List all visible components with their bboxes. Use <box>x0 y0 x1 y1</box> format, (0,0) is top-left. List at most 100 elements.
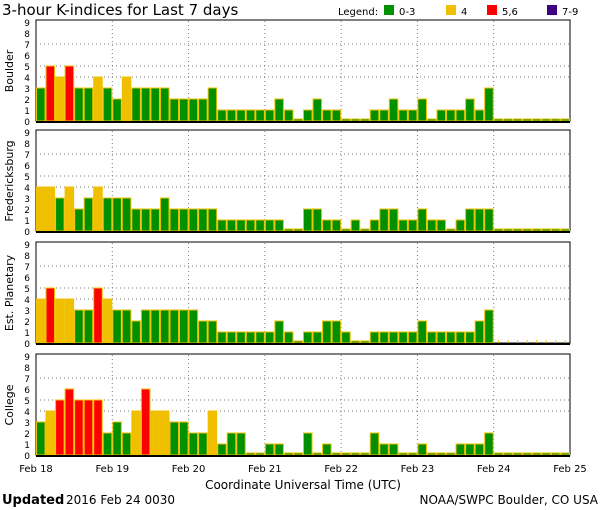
k-index-bar <box>179 208 189 232</box>
y-tick-label: 8 <box>24 252 30 262</box>
k-index-bar <box>264 219 275 232</box>
y-tick-label: 7 <box>24 151 30 161</box>
k-index-bar <box>236 432 246 456</box>
k-index-bar <box>179 98 189 122</box>
k-index-bar <box>560 228 571 232</box>
k-index-bar <box>217 331 227 344</box>
y-tick-label: 4 <box>24 74 30 84</box>
k-index-bar <box>74 87 84 122</box>
k-index-bar <box>303 331 313 344</box>
k-index-bar <box>541 228 551 232</box>
k-index-bar <box>369 432 380 456</box>
k-index-bar <box>293 118 304 122</box>
y-tick-label: 6 <box>24 162 30 172</box>
k-index-bar <box>188 432 199 456</box>
k-index-bar <box>112 309 122 344</box>
legend-entry-label: 7-9 <box>562 7 578 18</box>
k-index-bar <box>140 87 151 122</box>
k-index-bar <box>341 452 351 456</box>
k-index-bar <box>426 452 437 456</box>
x-axis-label: Coordinate Universal Time (UTC) <box>205 478 401 492</box>
k-index-bar <box>207 410 218 456</box>
k-index-bar <box>550 452 561 456</box>
k-index-bar <box>112 197 122 232</box>
k-index-bar <box>45 410 56 456</box>
x-tick-label: Feb 18 <box>19 464 53 475</box>
k-index-bar <box>407 109 418 122</box>
legend-swatch-0 <box>384 5 394 15</box>
y-tick-label: 2 <box>24 96 30 106</box>
k-index-bar <box>293 452 304 456</box>
k-index-bar <box>465 98 475 122</box>
k-index-bar <box>455 443 466 456</box>
y-tick-label: 5 <box>24 173 30 183</box>
k-index-bar <box>112 98 122 122</box>
k-index-bar <box>303 208 313 232</box>
y-tick-label: 3 <box>24 195 30 205</box>
k-index-bar <box>541 118 551 122</box>
k-index-bar <box>369 109 380 122</box>
k-index-bar <box>255 109 265 122</box>
k-index-bar <box>131 208 141 232</box>
x-tick-label: Feb 20 <box>172 464 206 475</box>
k-index-bar <box>484 309 494 344</box>
legend-swatch-2 <box>487 5 497 15</box>
k-index-bar <box>121 432 132 456</box>
k-index-bar <box>179 309 189 344</box>
x-tick-label: Feb 25 <box>553 464 587 475</box>
y-tick-label: 9 <box>24 241 30 251</box>
k-index-bar <box>465 443 475 456</box>
legend: Legend: 0-3 4 5,6 7-9 <box>338 5 578 18</box>
k-index-bar <box>407 219 418 232</box>
y-tick-label: 8 <box>24 140 30 150</box>
k-index-bar <box>455 331 466 344</box>
k-index-bar <box>264 331 275 344</box>
y-tick-label: 1 <box>24 441 30 451</box>
k-index-bar <box>140 309 151 344</box>
k-index-bar <box>188 98 199 122</box>
k-index-bar <box>140 208 151 232</box>
k-index-bar <box>407 331 418 344</box>
k-index-bar <box>446 228 456 232</box>
k-index-bar <box>64 388 75 456</box>
k-index-bar <box>550 118 561 122</box>
k-index-bar <box>255 331 265 344</box>
k-index-bar <box>217 219 227 232</box>
k-index-bar <box>226 219 237 232</box>
k-index-bar <box>64 298 75 344</box>
y-tick-label: 4 <box>24 184 30 194</box>
k-index-bar <box>503 452 513 456</box>
panel-label: College <box>3 384 16 425</box>
k-index-bar <box>198 320 208 344</box>
k-index-bar <box>236 331 246 344</box>
k-index-bar <box>312 331 323 344</box>
k-index-bar <box>150 410 160 456</box>
panel-label: Boulder <box>3 49 16 92</box>
k-index-bar <box>45 287 56 344</box>
chart-title: 3-hour K-indices for Last 7 days <box>2 1 238 19</box>
k-index-bar <box>207 87 218 122</box>
k-index-bar <box>207 320 218 344</box>
panel-label: Fredericksburg <box>3 140 16 221</box>
k-index-bar <box>522 118 532 122</box>
y-tick-label: 5 <box>24 285 30 295</box>
k-index-bar <box>150 309 160 344</box>
k-index-bar <box>55 197 65 232</box>
k-index-bar <box>150 87 160 122</box>
k-index-bar <box>398 452 408 456</box>
y-tick-label: 6 <box>24 274 30 284</box>
k-index-bar <box>550 228 561 232</box>
k-index-bar <box>293 340 304 344</box>
k-index-bar <box>74 208 84 232</box>
k-index-bar <box>493 228 504 232</box>
y-tick-label: 0 <box>24 340 30 350</box>
k-index-bar <box>102 298 113 344</box>
k-index-bar <box>255 219 265 232</box>
k-index-bar <box>522 452 532 456</box>
k-index-bar <box>64 186 75 232</box>
panel-label: Est. Planetary <box>3 254 16 331</box>
